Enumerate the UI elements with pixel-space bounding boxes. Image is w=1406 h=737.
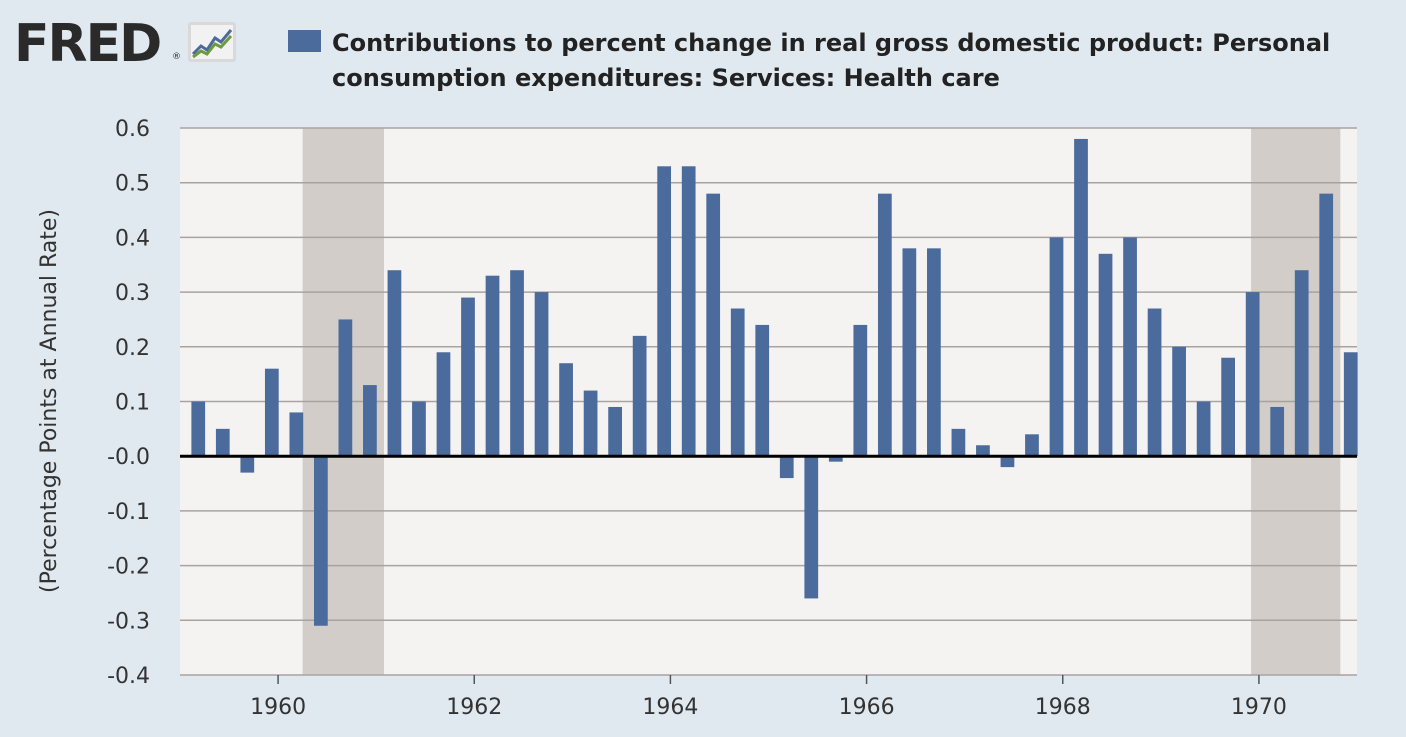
bar-1959Q3 [215,428,230,457]
bar-1967Q1 [951,428,966,457]
x-tick-label: 1964 [642,695,698,720]
x-tick-label: 1960 [250,695,306,720]
bar-1969Q3 [1196,401,1211,457]
bar-1962Q1 [461,297,475,457]
chart-header: FRED ® Contributions to percent change i… [0,0,1406,110]
bar-1966Q2 [877,193,892,457]
bar-1962Q2 [485,275,500,457]
bar-1964Q1 [657,166,672,457]
bar-1962Q3 [510,270,524,457]
bar-1963Q4 [632,335,647,457]
bar-1970Q3 [1294,270,1309,457]
bar-1963Q1 [559,363,573,457]
bar-1960Q2 [289,412,304,457]
bar-1959Q2 [191,401,206,457]
x-tick-label: 1970 [1231,695,1287,720]
y-axis-label: (Percentage Points at Annual Rate) [37,209,62,593]
bar-1966Q1 [853,324,868,457]
bar-1963Q3 [608,406,622,457]
bar-1960Q4 [338,319,353,457]
fred-chart-icon [188,22,236,62]
bars [191,138,1358,626]
bar-1961Q3 [412,401,426,457]
bar-1968Q3 [1098,253,1113,457]
bar-1965Q4 [828,456,843,462]
bar-1963Q2 [583,390,598,457]
y-tick-label: 0.4 [115,226,150,251]
bar-1967Q4 [1025,434,1039,457]
bar-1970Q4 [1319,193,1334,457]
x-tick-label: 1966 [839,695,895,720]
y-tick-label: 0.2 [115,336,150,361]
bar-1965Q3 [804,456,819,599]
y-tick-label: 0.6 [115,117,150,142]
bar-1964Q3 [706,193,721,457]
bar-1961Q2 [387,270,402,457]
y-tick-label: -0.4 [107,664,150,689]
bar-1970Q2 [1270,406,1285,457]
y-tick-label: 0.3 [115,281,150,306]
bar-1961Q4 [436,352,451,457]
fred-logo: FRED [14,14,162,74]
legend-swatch [288,30,321,52]
y-tick-label: -0.1 [107,500,150,525]
bar-1968Q2 [1074,138,1088,457]
bar-1969Q4 [1221,357,1236,457]
bar-1968Q1 [1049,237,1064,457]
y-axis-ticks: 0.6 0.5 0.4 0.3 0.2 0.1 -0.0 -0.1 -0.2 -0.3 -0.4 [107,117,150,689]
bar-1967Q2 [976,445,990,457]
bar-1962Q4 [534,292,549,457]
bar-1969Q1 [1147,308,1162,457]
bar-1964Q2 [681,166,696,457]
bar-1967Q3 [1000,456,1015,468]
bar-1965Q2 [779,456,794,479]
x-tick-label: 1962 [446,695,502,720]
bar-1959Q4 [240,456,255,473]
bar-1964Q4 [730,308,745,457]
chart-title: Contributions to percent change in real … [332,29,1331,92]
y-tick-label: -0.0 [107,445,150,470]
bar-1960Q1 [264,368,279,457]
y-tick-label: 0.1 [115,391,150,416]
bar-1960Q3 [313,456,328,626]
registered-mark: ® [172,52,181,62]
y-tick-label: 0.5 [115,172,150,197]
y-tick-label: -0.2 [107,555,150,580]
x-axis-ticks: 1960 1962 1964 1966 1968 1970 [250,675,1287,720]
bar-1971Q1 [1343,352,1358,457]
bar-1965Q1 [755,324,770,457]
bar-1961Q1 [363,385,377,457]
bar-1969Q2 [1172,346,1186,457]
bar-1966Q3 [902,248,917,457]
x-tick-label: 1968 [1035,695,1091,720]
bar-1970Q1 [1245,292,1260,457]
bar-1966Q4 [927,248,941,457]
y-tick-label: -0.3 [107,609,150,634]
bar-1968Q4 [1123,237,1137,457]
